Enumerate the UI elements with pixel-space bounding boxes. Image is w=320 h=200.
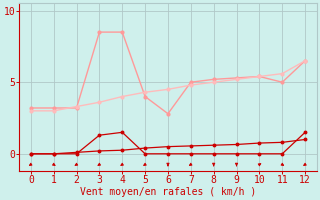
X-axis label: Vent moyen/en rafales ( km/h ): Vent moyen/en rafales ( km/h ) (80, 187, 256, 197)
